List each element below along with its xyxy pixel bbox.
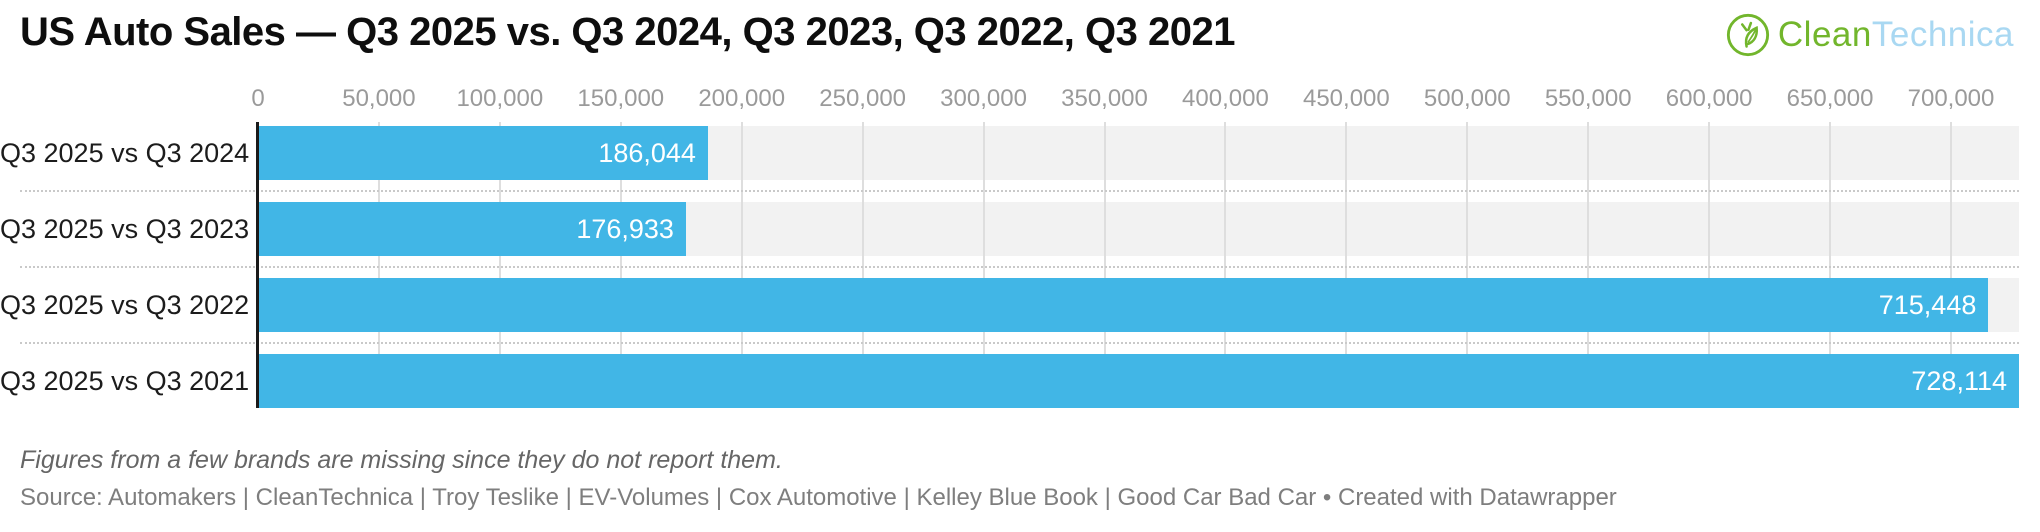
logo-text-clean: Clean: [1777, 15, 1872, 54]
x-gridline: [1103, 122, 1106, 408]
bar-q3-2025-vs-q3-2021[interactable]: 728,114: [258, 354, 2019, 408]
y-axis-baseline: [256, 122, 259, 408]
chart-footnote: Figures from a few brands are missing si…: [20, 446, 783, 474]
row-separator-dotted: [20, 190, 2019, 192]
x-gridline: [619, 122, 622, 408]
cleantechnica-logo[interactable]: CleanTechnica: [1725, 12, 2014, 58]
x-axis-tick-label: 150,000: [577, 85, 665, 112]
x-axis-tick-label: 100,000: [456, 85, 544, 112]
x-axis-tick-label: 50,000: [342, 85, 416, 112]
bar-q3-2025-vs-q3-2022[interactable]: 715,448: [258, 278, 1989, 332]
x-axis-tick-label: 500,000: [1423, 85, 1511, 112]
logo-text: CleanTechnica: [1778, 15, 2014, 55]
x-gridline: [1829, 122, 1832, 408]
bar-q3-2025-vs-q3-2024[interactable]: 186,044: [258, 126, 708, 180]
row-separator-dotted: [20, 266, 2019, 268]
row-separator-dotted: [20, 342, 2019, 344]
x-gridline: [498, 122, 501, 408]
category-label: Q3 2025 vs Q3 2024: [0, 138, 250, 168]
x-axis-tick-label: 0: [251, 85, 265, 112]
x-gridline: [1345, 122, 1348, 408]
bar-value-label: 186,044: [598, 138, 696, 168]
x-axis-tick-label: 200,000: [698, 85, 786, 112]
x-axis-tick-label: 650,000: [1786, 85, 1874, 112]
category-label: Q3 2025 vs Q3 2023: [0, 214, 250, 244]
x-gridline: [982, 122, 985, 408]
x-gridline: [1587, 122, 1590, 408]
cleantechnica-leaf-circle-icon: [1726, 13, 1769, 57]
chart-source-line: Source: Automakers | CleanTechnica | Tro…: [20, 484, 1617, 511]
x-gridline: [1950, 122, 1952, 408]
x-axis-tick-label: 550,000: [1544, 85, 1632, 112]
x-axis-tick-label: 600,000: [1665, 85, 1753, 112]
bar-value-label: 715,448: [1878, 290, 1977, 320]
x-axis-tick-label: 250,000: [819, 85, 907, 112]
bar-value-label: 728,114: [1911, 366, 2007, 396]
x-axis-tick-label: 450,000: [1302, 85, 1390, 112]
category-label: Q3 2025 vs Q3 2021: [0, 366, 250, 396]
bar-value-label: 176,933: [576, 214, 674, 244]
x-axis-tick-label: 300,000: [940, 85, 1027, 112]
x-gridline: [1466, 122, 1469, 408]
x-axis-tick-label: 700,000: [1907, 85, 1995, 112]
category-label: Q3 2025 vs Q3 2022: [0, 290, 250, 320]
x-gridline: [1224, 122, 1227, 408]
bar-q3-2025-vs-q3-2023[interactable]: 176,933: [258, 202, 686, 256]
x-axis-tick-label: 350,000: [1061, 85, 1148, 112]
x-gridline: [1708, 122, 1711, 408]
logo-text-technica: Technica: [1871, 15, 2014, 54]
x-gridline: [377, 122, 380, 408]
chart-title: US Auto Sales — Q3 2025 vs. Q3 2024, Q3 …: [20, 10, 1235, 54]
x-gridline: [740, 122, 743, 408]
x-axis-tick-label: 400,000: [1182, 85, 1269, 112]
x-gridline: [861, 122, 864, 408]
